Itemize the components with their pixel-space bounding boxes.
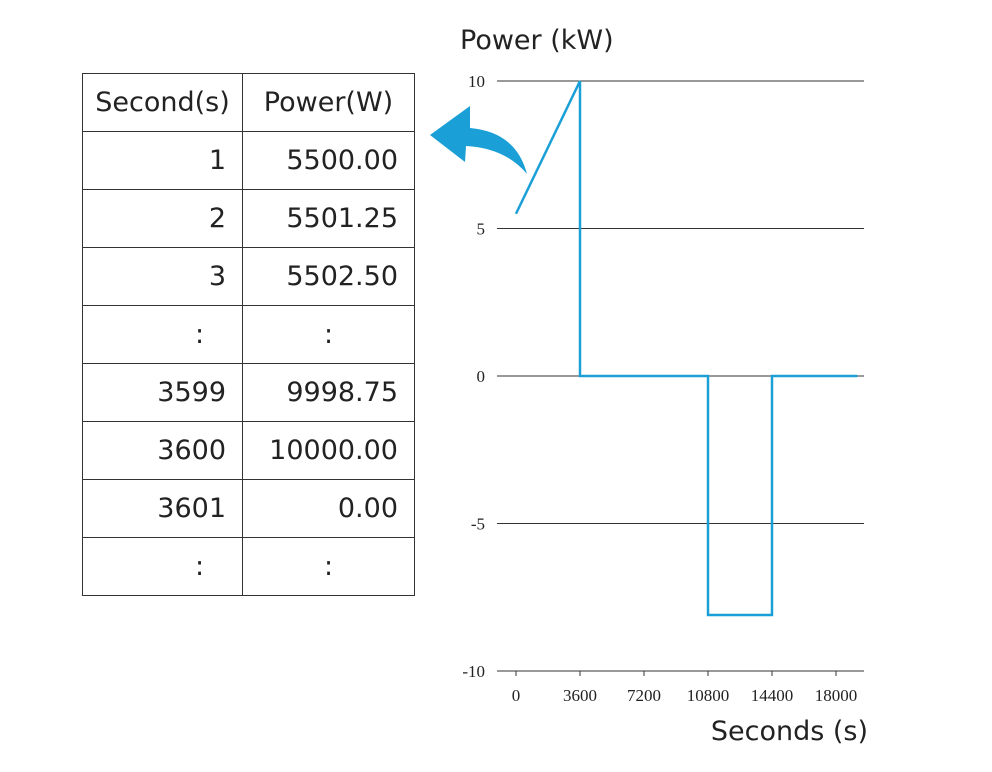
x-tick-label: 0 (512, 686, 521, 705)
table-row: : : (82, 537, 415, 596)
table-cell-seconds: 3 (82, 247, 243, 306)
table-cell-seconds: 1 (82, 131, 243, 190)
x-axis-label: Seconds (s) (711, 716, 868, 747)
y-tick-label: 10 (468, 72, 485, 91)
x-tick-label: 10800 (687, 686, 730, 705)
table-cell-power: : (242, 537, 415, 596)
y-tick-label: 5 (477, 220, 486, 239)
x-tick-label: 7200 (627, 686, 661, 705)
grid-lines (497, 80, 864, 676)
x-tick-label: 14400 (751, 686, 794, 705)
curved-arrow-icon (430, 106, 527, 174)
table-cell-seconds: : (82, 537, 243, 596)
series-line (514, 80, 858, 617)
x-tick-labels: 0 3600 7200 10800 14400 18000 (512, 686, 858, 705)
y-tick-label: -5 (471, 515, 485, 534)
data-table: Second(s) Power(W) 1 5500.00 2 5501.25 3… (82, 73, 415, 596)
x-tick-label: 18000 (815, 686, 858, 705)
table-row: 3601 0.00 (82, 479, 415, 538)
table-cell-power: 5502.50 (242, 247, 415, 306)
table-cell-power: 0.00 (242, 479, 415, 538)
table-cell-seconds: 3600 (82, 421, 243, 480)
column-header-seconds: Second(s) (82, 73, 243, 132)
table-cell-seconds: : (82, 305, 243, 364)
table-cell-power: 9998.75 (242, 363, 415, 422)
table-cell-power: 5501.25 (242, 189, 415, 248)
table-row: 3600 10000.00 (82, 421, 415, 480)
table-row: 3 5502.50 (82, 247, 415, 306)
table-cell-power: 5500.00 (242, 131, 415, 190)
y-tick-label: -10 (462, 662, 485, 681)
table-cell-seconds: 3601 (82, 479, 243, 538)
y-tick-label: 0 (477, 367, 486, 386)
table-header-row: Second(s) Power(W) (82, 73, 415, 132)
y-axis-label: Power (kW) (460, 25, 614, 56)
x-tick-label: 3600 (563, 686, 597, 705)
table-row: 3599 9998.75 (82, 363, 415, 422)
y-tick-labels: 10 5 0 -5 -10 (462, 72, 485, 681)
table-cell-power: 10000.00 (242, 421, 415, 480)
table-row: 1 5500.00 (82, 131, 415, 190)
column-header-power: Power(W) (242, 73, 415, 132)
series-lines (514, 80, 858, 617)
